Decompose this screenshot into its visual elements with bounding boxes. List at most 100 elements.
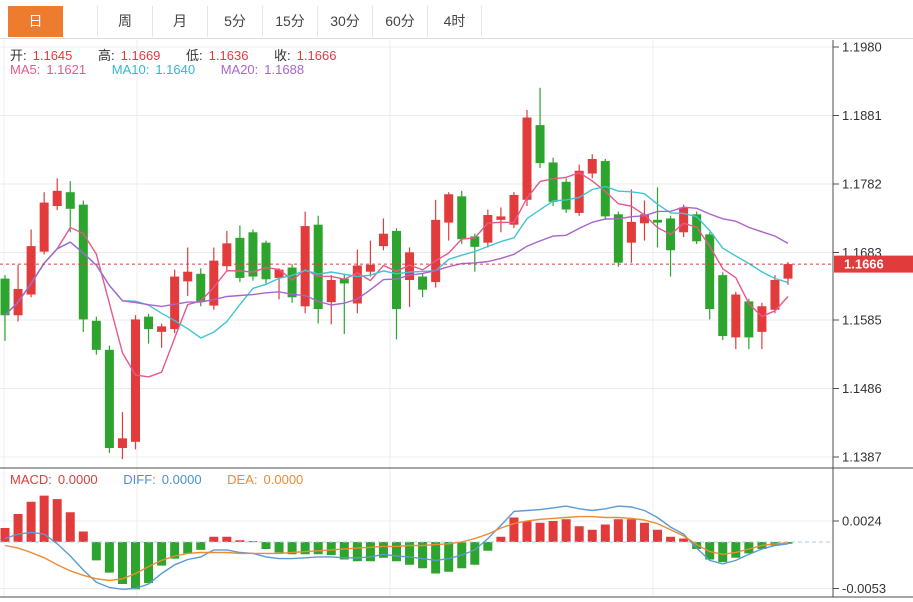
candle bbox=[39, 192, 49, 255]
macd-bar bbox=[692, 542, 702, 549]
macd-bar bbox=[117, 542, 127, 584]
open-value: 1.1645 bbox=[32, 48, 73, 63]
candle bbox=[131, 315, 140, 450]
macd-bar bbox=[509, 517, 519, 542]
candle-body-up bbox=[444, 194, 454, 223]
macd-summary: MACD: 0.0000 DIFF: 0.0000 DEA: 0.0000 bbox=[10, 472, 309, 487]
price-tick-label: 1.1782 bbox=[842, 176, 882, 191]
macd-bar bbox=[131, 542, 140, 590]
macd-bar bbox=[326, 542, 336, 556]
macd-bar bbox=[196, 542, 206, 550]
macd-bar bbox=[431, 542, 441, 574]
macd-value: 0.0000 bbox=[57, 472, 98, 487]
candle bbox=[626, 189, 636, 263]
candle bbox=[183, 247, 193, 296]
macd-bar bbox=[392, 542, 401, 562]
candle-body-up bbox=[626, 221, 636, 243]
candle-body-up bbox=[209, 260, 219, 306]
tab-day[interactable]: 日 bbox=[8, 6, 63, 37]
price-macd-chart[interactable]: 1.19801.18811.17821.16831.15851.14861.13… bbox=[0, 38, 913, 602]
macd-bar bbox=[65, 512, 75, 542]
macd-bar bbox=[39, 495, 49, 542]
ma10-line bbox=[4, 185, 789, 339]
candle-body-up bbox=[326, 280, 336, 303]
candle bbox=[0, 275, 10, 341]
macd-bar bbox=[496, 536, 506, 542]
last-price-tag: 1.1666 bbox=[834, 255, 913, 273]
low-label: 低: bbox=[186, 48, 203, 63]
macd-bar bbox=[222, 536, 232, 542]
candle-body-up bbox=[587, 159, 597, 174]
candle-body-down bbox=[78, 204, 88, 320]
tab-5min[interactable]: 5分 bbox=[207, 6, 262, 37]
diff-line bbox=[4, 505, 789, 591]
diff-value: 0.0000 bbox=[161, 472, 202, 487]
candle bbox=[26, 229, 36, 298]
candle bbox=[600, 159, 610, 220]
candle-body-down bbox=[457, 196, 467, 240]
macd-bar bbox=[783, 542, 793, 544]
candle bbox=[757, 302, 767, 350]
candle-body-down bbox=[705, 234, 715, 310]
candle-body-up bbox=[300, 226, 310, 307]
tab-4hour[interactable]: 4时 bbox=[427, 6, 482, 37]
candle bbox=[104, 345, 114, 453]
candle bbox=[352, 249, 362, 314]
candle bbox=[300, 211, 310, 314]
candle-body-up bbox=[574, 170, 584, 213]
macd-bar bbox=[352, 542, 362, 562]
macd-bar bbox=[209, 536, 219, 542]
tab-30min[interactable]: 30分 bbox=[317, 6, 372, 37]
candle bbox=[522, 109, 532, 207]
tab-60min[interactable]: 60分 bbox=[372, 6, 427, 37]
candle bbox=[392, 228, 401, 340]
price-tick-label: 1.1881 bbox=[842, 108, 882, 123]
price-tick-label: 1.1387 bbox=[842, 450, 882, 465]
dea-line bbox=[4, 515, 789, 582]
tab-month[interactable]: 月 bbox=[152, 6, 207, 37]
macd-bar bbox=[639, 522, 649, 542]
candle bbox=[444, 192, 454, 241]
ma5-label: MA5: bbox=[10, 62, 41, 77]
macd-bar bbox=[483, 542, 493, 551]
candle-body-down bbox=[613, 214, 623, 263]
candle-body-up bbox=[509, 194, 519, 225]
candle-body-down bbox=[313, 224, 323, 310]
candle bbox=[731, 291, 741, 350]
candle-body-down bbox=[196, 273, 206, 302]
macd-bar bbox=[235, 540, 245, 542]
candle-body-down bbox=[91, 320, 101, 350]
candle bbox=[483, 209, 493, 248]
macd-bar bbox=[522, 521, 532, 542]
macd-bar bbox=[313, 542, 323, 555]
tab-15min[interactable]: 15分 bbox=[262, 6, 317, 37]
candle-body-up bbox=[117, 438, 127, 449]
candle-body-up bbox=[26, 246, 36, 295]
macd-bar bbox=[626, 519, 636, 542]
candle-body-down bbox=[235, 237, 245, 278]
macd-bar bbox=[705, 542, 715, 560]
macd-bar bbox=[444, 542, 454, 572]
candle bbox=[261, 240, 271, 284]
candle bbox=[653, 187, 662, 248]
macd-bar bbox=[666, 536, 676, 542]
ma20-value: 1.1688 bbox=[264, 62, 305, 77]
candle bbox=[613, 211, 623, 267]
candle bbox=[548, 157, 558, 207]
candle-body-down bbox=[65, 192, 75, 209]
candle-body-up bbox=[222, 243, 232, 267]
macd-bar bbox=[287, 542, 297, 555]
tab-week[interactable]: 周 bbox=[97, 6, 152, 37]
macd-bar bbox=[600, 524, 610, 542]
candle-body-up bbox=[170, 276, 180, 330]
candle bbox=[157, 323, 167, 348]
candle-body-down bbox=[0, 278, 10, 316]
macd-bar bbox=[26, 501, 36, 542]
macd-bar bbox=[91, 542, 101, 561]
candle bbox=[496, 207, 506, 233]
macd-bar bbox=[613, 519, 623, 542]
macd-bar bbox=[52, 499, 62, 542]
candle-body-up bbox=[39, 202, 49, 252]
candle-body-down bbox=[653, 219, 662, 223]
last-price-tag-value: 1.1666 bbox=[844, 257, 884, 272]
